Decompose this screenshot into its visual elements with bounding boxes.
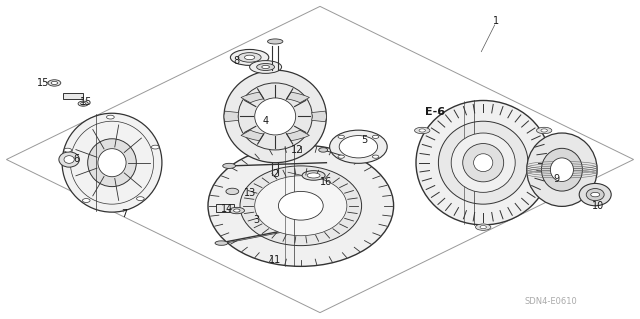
Ellipse shape (250, 61, 282, 73)
Circle shape (152, 145, 159, 149)
Text: 2: 2 (272, 169, 278, 179)
Ellipse shape (238, 83, 312, 150)
Text: 16: 16 (320, 177, 333, 187)
Ellipse shape (415, 127, 430, 134)
Ellipse shape (416, 100, 550, 225)
Text: E-6: E-6 (425, 107, 445, 117)
Ellipse shape (88, 139, 136, 187)
Ellipse shape (541, 148, 582, 191)
Text: 15: 15 (80, 97, 93, 107)
Circle shape (480, 226, 486, 229)
Text: 9: 9 (554, 174, 560, 184)
Text: 5: 5 (362, 135, 368, 145)
Circle shape (51, 81, 58, 85)
Text: 8: 8 (234, 56, 240, 66)
Ellipse shape (438, 121, 528, 204)
Wedge shape (241, 92, 264, 103)
Ellipse shape (476, 224, 491, 230)
Ellipse shape (229, 207, 244, 214)
Ellipse shape (230, 49, 269, 65)
Polygon shape (63, 93, 83, 99)
Ellipse shape (527, 133, 597, 206)
Circle shape (338, 135, 344, 138)
Text: 13: 13 (243, 188, 256, 198)
Polygon shape (216, 204, 234, 212)
Text: 14: 14 (221, 204, 234, 214)
Circle shape (83, 199, 90, 203)
Ellipse shape (262, 65, 269, 69)
Text: 1: 1 (493, 16, 499, 26)
Ellipse shape (339, 136, 378, 158)
Wedge shape (287, 130, 310, 141)
Ellipse shape (223, 163, 236, 168)
Circle shape (541, 129, 547, 132)
Circle shape (591, 192, 600, 197)
Circle shape (234, 209, 240, 212)
Text: 6: 6 (74, 154, 80, 165)
Ellipse shape (244, 55, 255, 60)
Ellipse shape (550, 158, 573, 182)
Ellipse shape (586, 189, 604, 201)
Ellipse shape (215, 241, 228, 245)
Wedge shape (287, 92, 310, 103)
Text: 12: 12 (291, 145, 304, 155)
Ellipse shape (257, 63, 275, 70)
Circle shape (419, 129, 426, 132)
Wedge shape (224, 111, 239, 122)
Ellipse shape (98, 149, 126, 177)
Circle shape (319, 148, 328, 152)
Text: 4: 4 (262, 116, 269, 126)
Ellipse shape (268, 39, 283, 44)
Text: 7: 7 (122, 209, 128, 219)
Text: SDN4-E0610: SDN4-E0610 (524, 297, 577, 306)
Ellipse shape (208, 145, 394, 266)
Ellipse shape (226, 188, 239, 195)
Circle shape (48, 80, 61, 86)
Circle shape (136, 197, 144, 201)
Ellipse shape (474, 154, 493, 172)
Circle shape (372, 135, 379, 138)
Ellipse shape (463, 144, 504, 182)
Ellipse shape (255, 98, 296, 135)
Ellipse shape (302, 171, 325, 180)
Ellipse shape (307, 173, 320, 178)
Ellipse shape (330, 130, 387, 163)
Circle shape (81, 102, 86, 105)
Text: 10: 10 (592, 201, 605, 211)
Circle shape (338, 155, 344, 158)
Wedge shape (241, 130, 264, 141)
Circle shape (106, 115, 114, 119)
Ellipse shape (240, 166, 362, 246)
Ellipse shape (64, 156, 74, 163)
Ellipse shape (278, 191, 323, 220)
Text: 11: 11 (269, 255, 282, 265)
Text: 15: 15 (37, 78, 50, 88)
Wedge shape (312, 111, 326, 122)
Ellipse shape (224, 70, 326, 163)
Circle shape (78, 101, 88, 106)
Ellipse shape (255, 176, 347, 236)
Circle shape (372, 155, 379, 158)
Text: 3: 3 (253, 215, 259, 225)
Circle shape (64, 148, 72, 152)
Ellipse shape (536, 127, 552, 134)
Ellipse shape (59, 152, 79, 167)
Ellipse shape (451, 133, 515, 192)
Ellipse shape (238, 53, 261, 62)
Ellipse shape (579, 183, 611, 206)
Ellipse shape (62, 113, 162, 212)
